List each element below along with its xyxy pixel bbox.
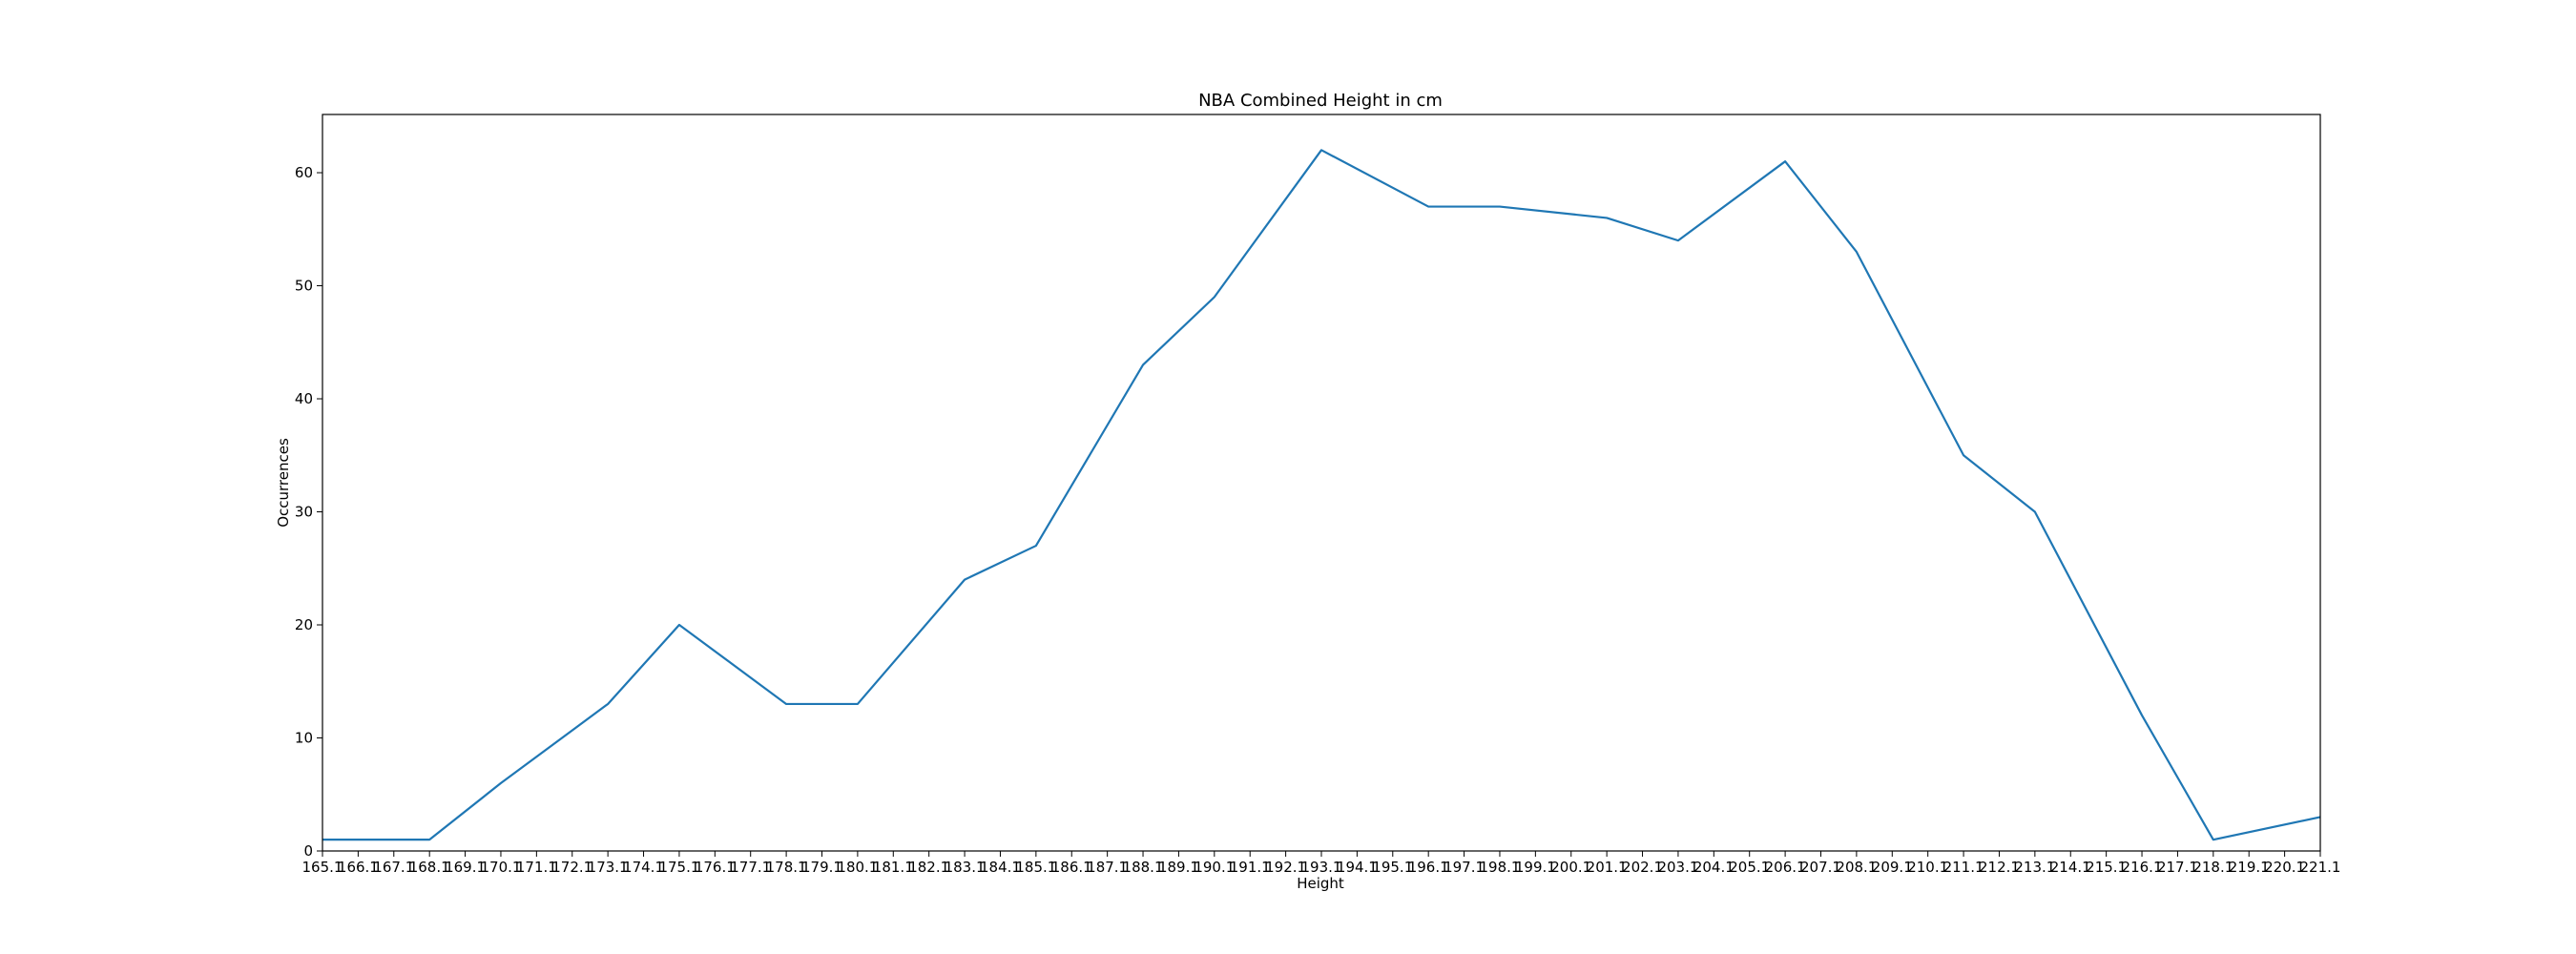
x-tick-label: 197.1: [1444, 859, 1485, 876]
x-tick-label: 169.1: [445, 859, 486, 876]
y-tick-label: 10: [295, 730, 313, 747]
x-tick-label: 176.1: [695, 859, 736, 876]
y-tick-label: 20: [295, 616, 313, 633]
x-tick-label: 205.1: [1729, 859, 1770, 876]
x-tick-label: 198.1: [1479, 859, 1520, 876]
x-tick-label: 182.1: [908, 859, 949, 876]
x-tick-label: 202.1: [1622, 859, 1663, 876]
x-tick-label: 199.1: [1515, 859, 1556, 876]
x-tick-label: 181.1: [873, 859, 914, 876]
x-tick-label: 175.1: [658, 859, 699, 876]
x-tick-label: 219.1: [2229, 859, 2270, 876]
x-tick-label: 188.1: [1123, 859, 1164, 876]
x-tick-label: 191.1: [1230, 859, 1271, 876]
x-tick-label: 170.1: [480, 859, 521, 876]
x-axis-title: Height: [1297, 875, 1344, 892]
x-tick-label: 177.1: [730, 859, 771, 876]
x-tick-label: 213.1: [2014, 859, 2055, 876]
x-tick-label: 204.1: [1693, 859, 1735, 876]
y-tick-label: 40: [295, 390, 313, 407]
x-tick-label: 218.1: [2192, 859, 2233, 876]
x-tick-label: 196.1: [1408, 859, 1449, 876]
x-tick-label: 184.1: [980, 859, 1021, 876]
x-tick-label: 210.1: [1907, 859, 1948, 876]
x-tick-label: 186.1: [1051, 859, 1092, 876]
x-tick-label: 209.1: [1872, 859, 1913, 876]
x-tick-label: 183.1: [945, 859, 986, 876]
x-tick-label: 172.1: [551, 859, 592, 876]
x-tick-label: 206.1: [1765, 859, 1806, 876]
x-tick-label: 207.1: [1800, 859, 1841, 876]
x-tick-label: 173.1: [588, 859, 629, 876]
chart-title: NBA Combined Height in cm: [1198, 91, 1443, 111]
plot-area-frame: [322, 114, 2321, 852]
x-tick-label: 192.1: [1265, 859, 1306, 876]
x-tick-label: 220.1: [2264, 859, 2305, 876]
x-tick-label: 214.1: [2050, 859, 2091, 876]
x-tick-label: 212.1: [1979, 859, 2020, 876]
y-tick-label: 30: [295, 504, 313, 521]
x-tick-label: 189.1: [1158, 859, 1199, 876]
x-tick-label: 171.1: [516, 859, 557, 876]
y-tick-label: 0: [303, 842, 313, 860]
x-tick-label: 193.1: [1301, 859, 1342, 876]
series-line: [322, 149, 2321, 841]
x-tick-label: 195.1: [1372, 859, 1413, 876]
x-tick-label: 168.1: [409, 859, 450, 876]
x-tick-label: 187.1: [1087, 859, 1128, 876]
x-tick-label: 203.1: [1657, 859, 1698, 876]
x-tick-label: 201.1: [1587, 859, 1628, 876]
x-tick-label: 221.1: [2300, 859, 2341, 876]
x-tick-label: 211.1: [1943, 859, 1984, 876]
x-tick-label: 178.1: [766, 859, 807, 876]
x-tick-label: 165.1: [302, 859, 343, 876]
x-tick-label: 200.1: [1550, 859, 1591, 876]
x-tick-label: 185.1: [1015, 859, 1056, 876]
x-tick-label: 167.1: [373, 859, 414, 876]
x-tick-label: 194.1: [1337, 859, 1378, 876]
y-tick-label: 50: [295, 278, 313, 295]
x-tick-label: 180.1: [837, 859, 878, 876]
x-tick-label: 216.1: [2122, 859, 2163, 876]
x-tick-label: 215.1: [2086, 859, 2127, 876]
x-tick-label: 166.1: [338, 859, 379, 876]
x-tick-label: 208.1: [1836, 859, 1877, 876]
x-tick-label: 217.1: [2157, 859, 2198, 876]
x-tick-label: 174.1: [623, 859, 664, 876]
y-axis-title: Occurrences: [275, 438, 292, 528]
y-tick-label: 60: [295, 164, 313, 181]
x-tick-label: 179.1: [801, 859, 842, 876]
x-tick-label: 190.1: [1194, 859, 1235, 876]
